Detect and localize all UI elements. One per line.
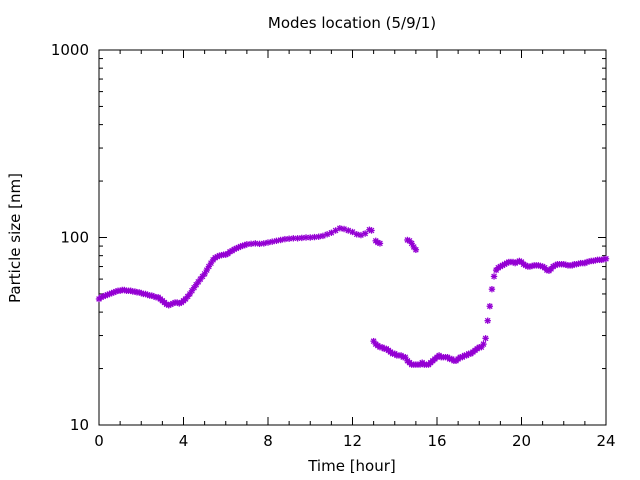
data-point [349, 228, 356, 236]
data-point [376, 240, 384, 247]
x-tick-label: 16 [427, 432, 446, 450]
x-tick-label: 4 [179, 432, 189, 450]
data-point [277, 236, 284, 244]
tick-labels: 0 4 8 12 16 20 24 10 100 1000 [51, 41, 616, 450]
data-point [602, 255, 610, 262]
ticks [98, 49, 607, 426]
data-point [490, 273, 498, 280]
data-point [328, 229, 335, 236]
data-point [201, 270, 208, 278]
y-tick-label: 10 [70, 416, 89, 434]
data-point [480, 340, 487, 348]
x-tick-label: 8 [263, 432, 273, 450]
data-points [95, 225, 610, 368]
y-tick-label: 1000 [51, 41, 89, 59]
data-point [264, 239, 272, 246]
data-point [486, 303, 494, 310]
data-point [353, 231, 360, 238]
y-tick-label: 100 [60, 229, 89, 247]
data-point [260, 240, 267, 247]
x-tick-label: 0 [94, 432, 104, 450]
data-point [269, 238, 276, 245]
data-point [484, 317, 491, 324]
data-point [368, 227, 375, 234]
x-axis-label: Time [hour] [307, 457, 396, 475]
plot-area [98, 49, 607, 426]
data-point [315, 233, 322, 240]
data-point [402, 353, 409, 361]
data-point [488, 285, 496, 293]
data-point [273, 237, 280, 245]
x-tick-label: 12 [343, 432, 362, 450]
data-point [361, 230, 369, 237]
data-point [482, 335, 489, 342]
plot-border [98, 49, 607, 426]
data-point [336, 225, 344, 232]
data-point [412, 246, 420, 253]
x-tick-label: 20 [512, 432, 531, 450]
y-axis-label: Particle size [nm] [6, 173, 24, 303]
data-point [190, 284, 198, 291]
x-tick-label: 24 [596, 432, 615, 450]
chart-title: Modes location (5/9/1) [268, 14, 436, 32]
